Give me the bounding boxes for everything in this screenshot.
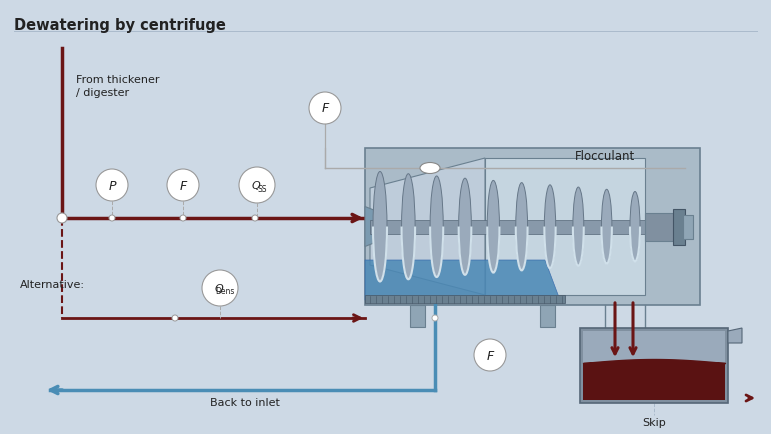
- Text: From thickener
/ digester: From thickener / digester: [76, 75, 160, 98]
- Ellipse shape: [402, 174, 415, 279]
- Bar: [583, 363, 725, 400]
- Bar: [645, 213, 675, 240]
- Ellipse shape: [459, 178, 471, 275]
- Circle shape: [239, 167, 275, 203]
- Circle shape: [96, 169, 128, 201]
- Ellipse shape: [420, 162, 440, 174]
- Text: Dens: Dens: [215, 287, 234, 296]
- Text: F: F: [180, 180, 187, 193]
- Ellipse shape: [601, 189, 612, 264]
- Text: F: F: [487, 349, 493, 362]
- Bar: [370, 220, 645, 233]
- Bar: [683, 214, 693, 239]
- Ellipse shape: [516, 183, 527, 270]
- Text: Flocculant: Flocculant: [575, 149, 635, 162]
- Polygon shape: [728, 328, 742, 343]
- Ellipse shape: [544, 185, 556, 268]
- Text: SS: SS: [258, 184, 267, 194]
- Polygon shape: [370, 158, 485, 295]
- Circle shape: [432, 315, 438, 321]
- Circle shape: [202, 270, 238, 306]
- Text: Alternative:: Alternative:: [20, 280, 85, 290]
- Bar: [673, 208, 685, 244]
- Circle shape: [167, 169, 199, 201]
- Bar: [410, 305, 425, 327]
- Ellipse shape: [630, 191, 640, 262]
- Circle shape: [109, 215, 115, 221]
- Circle shape: [309, 92, 341, 124]
- Bar: [485, 158, 645, 295]
- Polygon shape: [365, 207, 385, 247]
- Text: F: F: [322, 102, 328, 115]
- Bar: [540, 305, 555, 327]
- Bar: [580, 328, 728, 403]
- Text: Dewatering by centrifuge: Dewatering by centrifuge: [14, 18, 226, 33]
- Text: P: P: [108, 180, 116, 193]
- Text: Q: Q: [214, 284, 224, 294]
- Circle shape: [180, 215, 186, 221]
- Circle shape: [172, 315, 178, 321]
- Circle shape: [252, 215, 258, 221]
- Ellipse shape: [430, 176, 443, 277]
- Circle shape: [57, 213, 67, 223]
- Text: Skip: Skip: [642, 418, 666, 428]
- Bar: [365, 148, 700, 305]
- Text: Q: Q: [251, 181, 261, 191]
- Bar: [583, 331, 725, 400]
- Circle shape: [474, 339, 506, 371]
- Ellipse shape: [573, 187, 584, 266]
- Ellipse shape: [487, 181, 500, 273]
- Text: Back to inlet: Back to inlet: [210, 398, 280, 408]
- Bar: [365, 295, 565, 303]
- Ellipse shape: [373, 171, 387, 282]
- Polygon shape: [365, 260, 560, 300]
